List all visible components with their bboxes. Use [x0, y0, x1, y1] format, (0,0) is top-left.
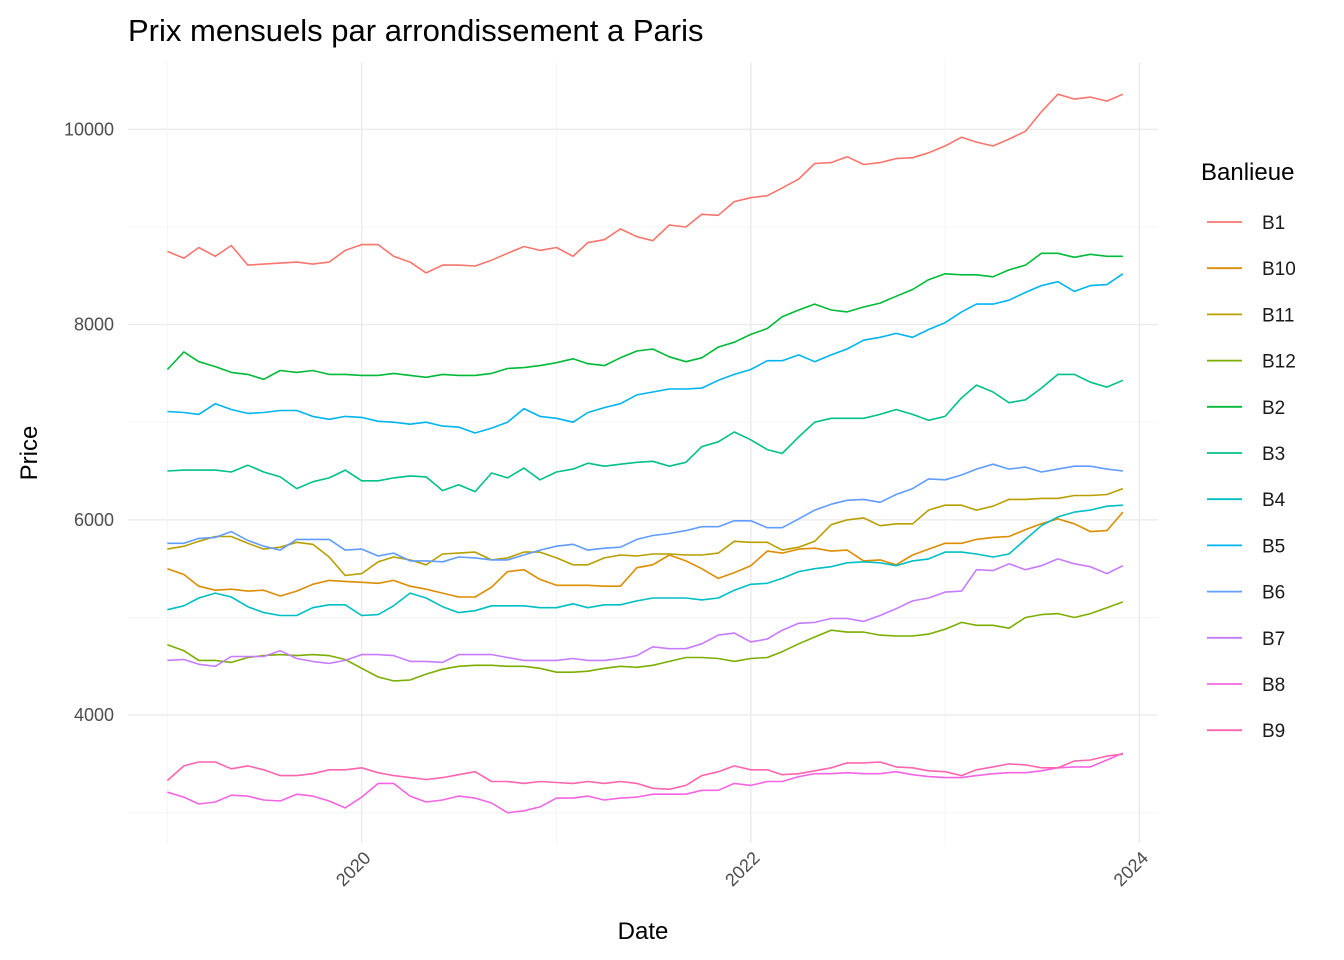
legend-label-b2: B2: [1262, 398, 1285, 419]
series-line-b8: [167, 752, 1124, 814]
series-line-b11: [167, 487, 1124, 577]
series-line-b2: [166, 252, 1123, 381]
y-tick-label: 8000: [74, 315, 114, 335]
y-tick-label: 10000: [64, 119, 114, 139]
legend-label-b7: B7: [1262, 629, 1285, 650]
legend-label-b10: B10: [1262, 259, 1296, 280]
grid: [128, 62, 1158, 843]
series-line-b6: [167, 463, 1123, 563]
legend-label-b12: B12: [1262, 352, 1296, 373]
series-line-b5: [167, 273, 1124, 434]
x-tick-label: 2024: [1110, 848, 1152, 890]
x-tick-label: 2022: [721, 848, 763, 890]
legend-title: Banlieue: [1201, 159, 1294, 186]
legend-label-b4: B4: [1262, 490, 1286, 511]
x-tick-label: 2020: [332, 848, 374, 890]
series-line-b7: [167, 558, 1124, 668]
series-line-b9: [166, 753, 1123, 791]
series-line-b12: [167, 601, 1124, 682]
legend-label-b1: B1: [1262, 213, 1285, 234]
x-axis-title: Date: [618, 918, 669, 945]
y-tick-label: 4000: [74, 705, 114, 725]
legend-label-b3: B3: [1262, 444, 1285, 465]
series-lines: [166, 93, 1124, 814]
series-line-b3: [167, 373, 1124, 493]
legend-label-b9: B9: [1262, 721, 1285, 742]
legend: Banlieue B1 B10 B11 B12 B2 B3 B4 B5 B6 B7 B8 B9: [1201, 159, 1296, 742]
series-line-b4: [167, 504, 1123, 617]
y-axis-title: Price: [16, 426, 43, 481]
legend-label-b8: B8: [1262, 675, 1285, 696]
series-line-b1: [167, 93, 1124, 274]
legend-label-b5: B5: [1262, 536, 1285, 557]
chart-title: Prix mensuels par arrondissement a Paris: [128, 13, 703, 48]
legend-label-b11: B11: [1262, 305, 1294, 326]
y-tick-label: 6000: [74, 510, 114, 530]
series-line-b10: [167, 511, 1124, 598]
x-axis-ticks: 2020 2022 2024: [332, 848, 1152, 890]
y-axis-ticks: 4000 6000 8000 10000: [64, 119, 114, 725]
legend-label-b6: B6: [1262, 583, 1285, 604]
